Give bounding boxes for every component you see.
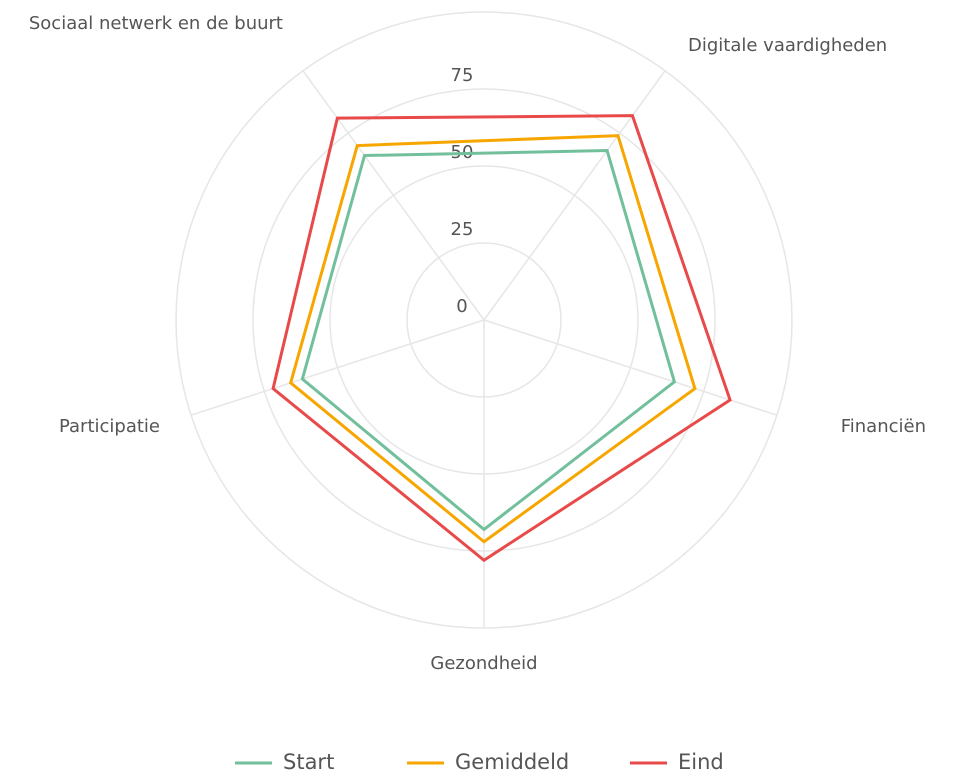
series-line <box>271 114 732 563</box>
axis-line <box>483 70 666 321</box>
axis-label: Sociaal netwerk en de buurt <box>28 13 283 34</box>
axis-line <box>483 319 778 416</box>
legend-label: Start <box>283 750 334 774</box>
r-tick-label: 75 <box>451 65 474 86</box>
legend-label: Eind <box>678 750 724 774</box>
r-tick-label: 25 <box>451 219 474 240</box>
axis-label: Gezondheid <box>430 653 538 674</box>
series-line <box>300 149 677 532</box>
r-tick-label: 0 <box>456 296 467 317</box>
series-line <box>288 134 697 544</box>
axis-line <box>302 70 485 321</box>
axis-line <box>190 319 485 416</box>
axis-label: Financiën <box>840 416 926 437</box>
legend-label: Gemiddeld <box>455 750 569 774</box>
axis-label: Participatie <box>58 416 160 437</box>
axis-label: Digitale vaardigheden <box>688 35 888 56</box>
